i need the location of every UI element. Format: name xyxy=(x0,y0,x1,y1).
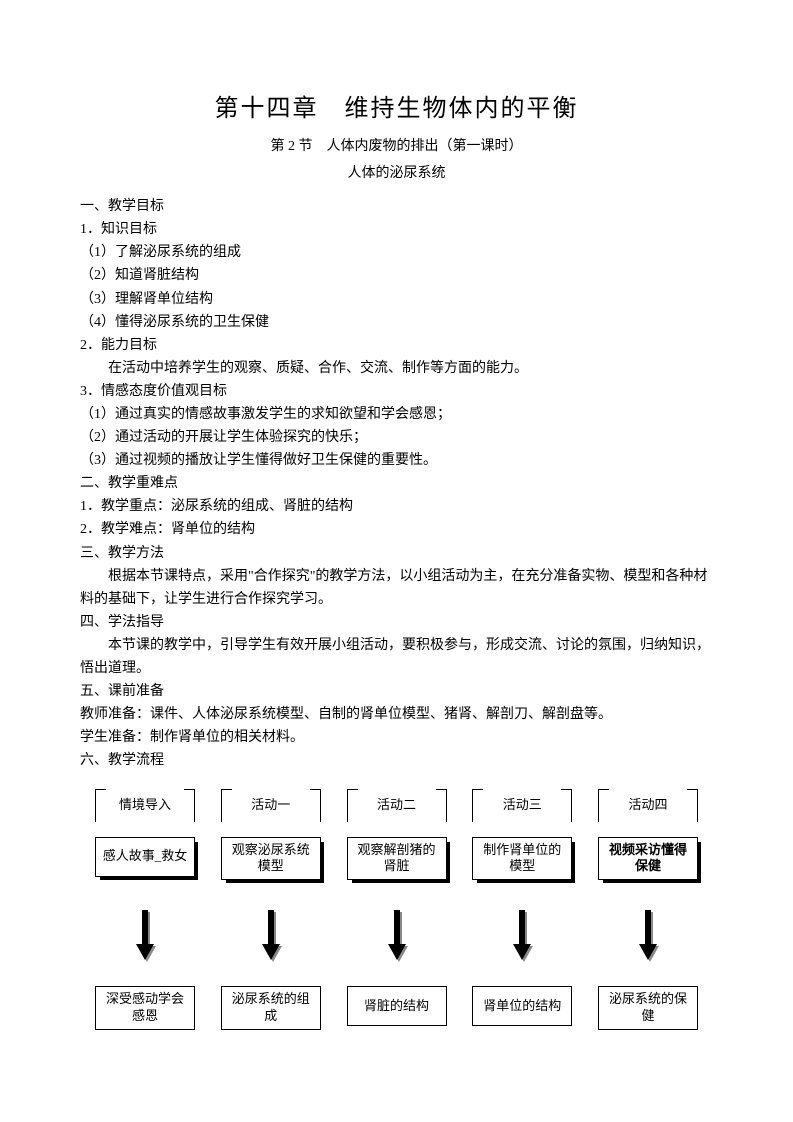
flow-stage-box: 活动一 xyxy=(221,789,321,821)
flow-stage-box: 活动二 xyxy=(347,789,447,821)
keypoint-item: 1．教学重点：泌尿系统的组成、肾脏的结构 xyxy=(80,495,713,518)
keypoint-item: 2．教学难点：肾单位的结构 xyxy=(80,518,713,541)
flowchart: 情境导入 活动一 活动二 活动三 活动四 感人故事_救女 观察泌尿系统模型 观察… xyxy=(80,789,713,1031)
arrow-down-icon xyxy=(260,910,282,960)
arrow-down-icon xyxy=(637,910,659,960)
flow-row-top: 情境导入 活动一 活动二 活动三 活动四 xyxy=(80,789,713,821)
objective-item: （4）懂得泌尿系统的卫生保健 xyxy=(80,311,713,334)
document-body: 一、教学目标 1．知识目标 （1）了解泌尿系统的组成 （2）知道肾脏结构 （3）… xyxy=(80,195,713,772)
flow-result-box: 肾单位的结构 xyxy=(472,986,572,1026)
flow-stage-box: 活动三 xyxy=(472,789,572,821)
objective-item: （3）通过视频的播放让学生懂得做好卫生保健的重要性。 xyxy=(80,449,713,472)
flow-activity-box: 观察泌尿系统模型 xyxy=(221,837,321,881)
objective-item: （1）通过真实的情感故事激发学生的求知欲望和学会感恩； xyxy=(80,403,713,426)
flow-result-box: 泌尿系统的组成 xyxy=(221,986,321,1030)
prep-item: 教师准备：课件、人体泌尿系统模型、自制的肾单位模型、猪肾、解剖刀、解剖盘等。 xyxy=(80,703,713,726)
heading-objectives: 一、教学目标 xyxy=(80,195,713,218)
sub-title: 人体的泌尿系统 xyxy=(80,163,713,185)
objective-item: （1）了解泌尿系统的组成 xyxy=(80,241,713,264)
heading-keypoints: 二、教学重难点 xyxy=(80,472,713,495)
objective-item: （2）通过活动的开展让学生体验探究的快乐； xyxy=(80,426,713,449)
flow-result-box: 深受感动学会感恩 xyxy=(95,986,195,1030)
objective-item: 在活动中培养学生的观察、质疑、合作、交流、制作等方面的能力。 xyxy=(80,357,713,380)
guidance-text: 本节课的教学中，引导学生有效开展小组活动，要积极参与，形成交流、讨论的氛围，归纳… xyxy=(80,634,713,680)
flow-activity-box: 感人故事_救女 xyxy=(95,837,195,877)
heading-guidance: 四、学法指导 xyxy=(80,611,713,634)
flow-activity-box: 观察解剖猪的肾脏 xyxy=(347,837,447,881)
arrow-down-icon xyxy=(511,910,533,960)
arrow-down-icon xyxy=(134,910,156,960)
flow-row-bottom: 深受感动学会感恩 泌尿系统的组成 肾脏的结构 肾单位的结构 泌尿系统的保健 xyxy=(80,986,713,1030)
heading-flow: 六、教学流程 xyxy=(80,749,713,772)
heading-prep: 五、课前准备 xyxy=(80,680,713,703)
heading-method: 三、教学方法 xyxy=(80,542,713,565)
flow-stage-box: 情境导入 xyxy=(95,789,195,821)
objective-item: （3）理解肾单位结构 xyxy=(80,288,713,311)
arrow-down-icon xyxy=(386,910,408,960)
flow-activity-box: 视频采访懂得保健 xyxy=(598,837,698,881)
flow-row-mid: 感人故事_救女 观察泌尿系统模型 观察解剖猪的肾脏 制作肾单位的模型 视频采访懂… xyxy=(80,837,713,881)
flow-row-arrows xyxy=(80,896,713,970)
flow-result-box: 泌尿系统的保健 xyxy=(598,986,698,1030)
prep-item: 学生准备：制作肾单位的相关材料。 xyxy=(80,726,713,749)
flow-stage-box: 活动四 xyxy=(598,789,698,821)
heading-attitude: 3．情感态度价值观目标 xyxy=(80,380,713,403)
heading-ability: 2．能力目标 xyxy=(80,334,713,357)
objective-item: （2）知道肾脏结构 xyxy=(80,264,713,287)
method-text: 根据本节课特点，采用"合作探究"的教学方法，以小组活动为主，在充分准备实物、模型… xyxy=(80,565,713,611)
chapter-title: 第十四章 维持生物体内的平衡 xyxy=(80,90,713,128)
flow-result-box: 肾脏的结构 xyxy=(347,986,447,1026)
heading-knowledge: 1．知识目标 xyxy=(80,218,713,241)
section-title: 第 2 节 人体内废物的排出（第一课时） xyxy=(80,136,713,158)
flow-activity-box: 制作肾单位的模型 xyxy=(472,837,572,881)
